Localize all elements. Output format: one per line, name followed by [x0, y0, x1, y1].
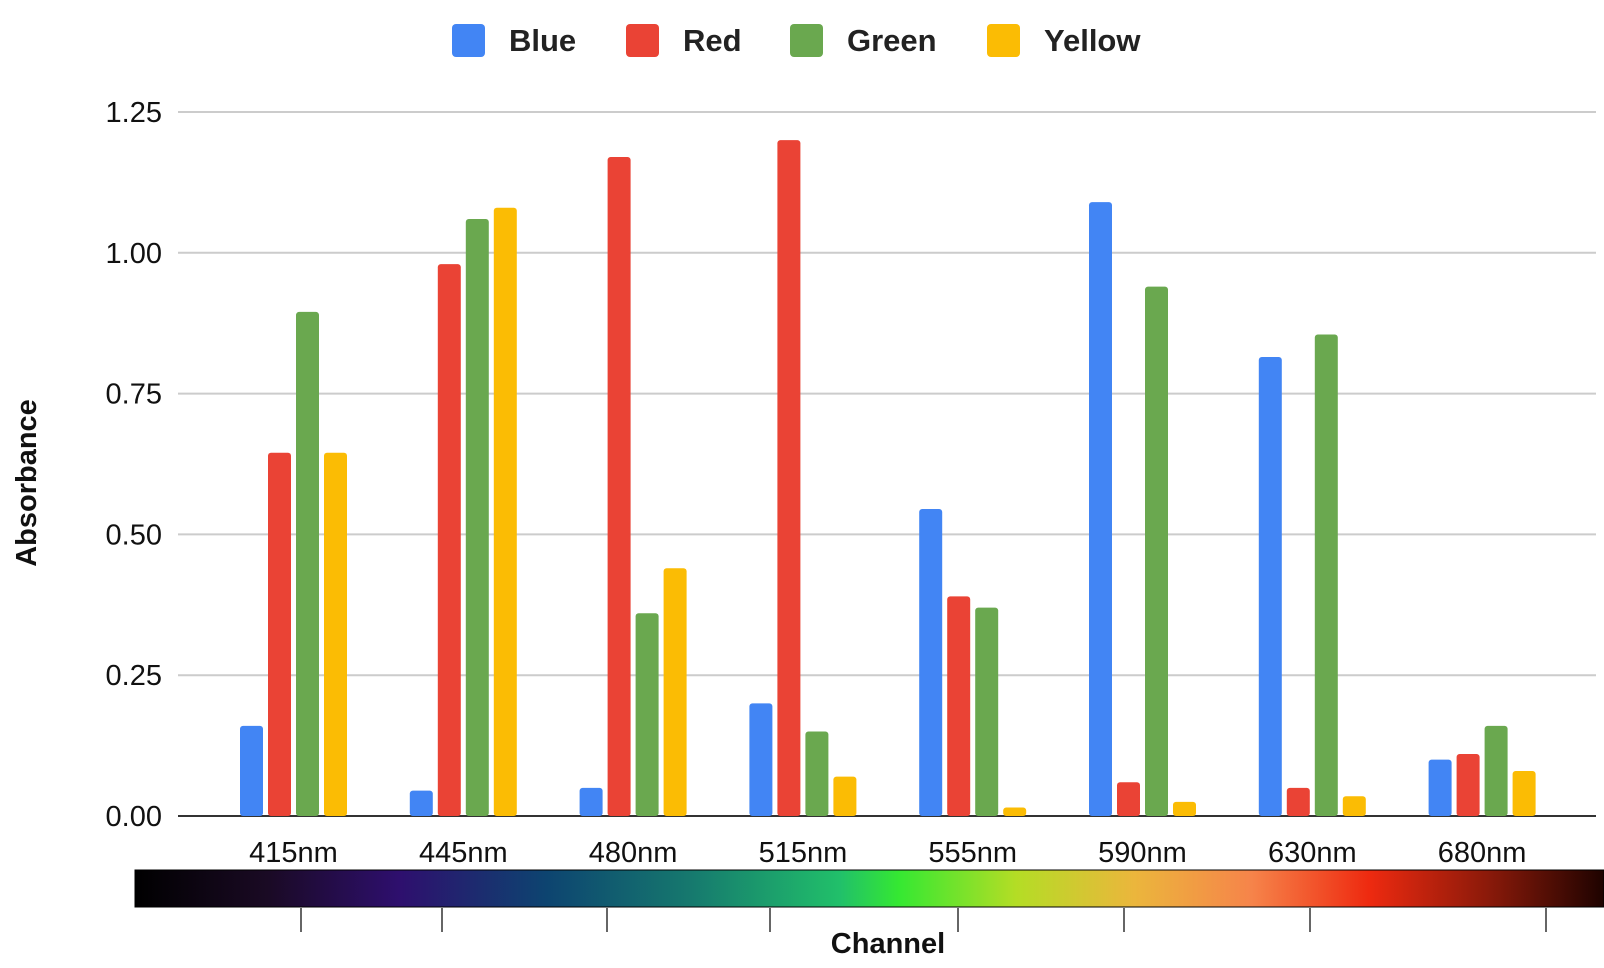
y-tick-label: 0.75 [106, 379, 162, 411]
bar-green-445nm [465, 219, 489, 816]
x-axis-ticks: 415nm 445nm 480nm 515nm 555nm 590nm 630nm 680nm [249, 837, 1526, 869]
bar-yellow-630nm [1342, 796, 1366, 816]
bar-red-480nm [607, 157, 631, 816]
y-tick-label: 0.50 [106, 519, 162, 551]
legend: Blue Red Green Yellow [452, 23, 1141, 58]
bar-green-555nm [975, 607, 999, 816]
x-tick-label: 630nm [1268, 837, 1357, 869]
bar-red-515nm [777, 140, 801, 816]
x-axis-title: Channel [831, 928, 945, 960]
legend-swatch-green [790, 24, 823, 57]
x-tick-label: 445nm [419, 837, 508, 869]
bar-green-630nm [1314, 334, 1338, 816]
bar-yellow-480nm [663, 568, 687, 816]
bar-green-590nm [1145, 286, 1168, 816]
bar-green-680nm [1484, 725, 1508, 816]
bar-red-415nm [268, 452, 291, 816]
bar-yellow-445nm [493, 207, 517, 816]
y-axis-title: Absorbance [11, 399, 43, 567]
bar-blue-415nm [240, 725, 263, 816]
spectrum-tick-marks [300, 908, 1547, 932]
legend-label-green: Green [847, 23, 937, 58]
x-tick-label: 480nm [589, 837, 678, 869]
legend-label-blue: Blue [509, 23, 576, 58]
x-tick-label: 415nm [249, 837, 338, 869]
y-axis-ticks: 0.00 0.25 0.50 0.75 1.00 1.25 [106, 97, 162, 833]
bar-blue-515nm [749, 703, 773, 816]
bar-red-445nm [437, 264, 461, 817]
legend-swatch-blue [452, 24, 485, 57]
legend-swatch-red [626, 24, 659, 57]
bar-blue-680nm [1428, 759, 1452, 816]
bar-green-415nm [296, 311, 319, 816]
bar-yellow-590nm [1173, 801, 1196, 816]
bar-blue-590nm [1089, 202, 1112, 816]
y-tick-label: 1.00 [106, 238, 162, 270]
y-tick-label: 0.25 [106, 660, 162, 692]
bar-yellow-680nm [1512, 770, 1536, 816]
bar-yellow-515nm [833, 776, 857, 816]
x-tick-label: 590nm [1098, 837, 1187, 869]
bar-blue-630nm [1258, 356, 1282, 816]
bar-red-680nm [1456, 754, 1480, 816]
y-tick-label: 1.25 [106, 97, 162, 129]
bar-blue-480nm [579, 787, 603, 816]
gridlines [178, 111, 1596, 817]
bar-yellow-415nm [324, 452, 347, 816]
bar-blue-555nm [919, 509, 943, 816]
bar-red-590nm [1117, 782, 1140, 816]
x-tick-label: 515nm [759, 837, 848, 869]
bar-blue-445nm [409, 790, 433, 816]
x-tick-label: 555nm [928, 837, 1017, 869]
bar-green-515nm [805, 731, 829, 816]
bar-green-480nm [635, 613, 659, 816]
y-tick-label: 0.00 [106, 801, 162, 833]
bar-red-630nm [1286, 787, 1310, 816]
x-tick-label: 680nm [1438, 837, 1527, 869]
legend-label-yellow: Yellow [1044, 23, 1141, 58]
legend-label-red: Red [683, 23, 742, 58]
bars [240, 140, 1536, 817]
legend-swatch-yellow [987, 24, 1020, 57]
spectrum-bar [134, 869, 1604, 908]
bar-red-555nm [947, 596, 971, 816]
bar-yellow-555nm [1003, 807, 1027, 816]
